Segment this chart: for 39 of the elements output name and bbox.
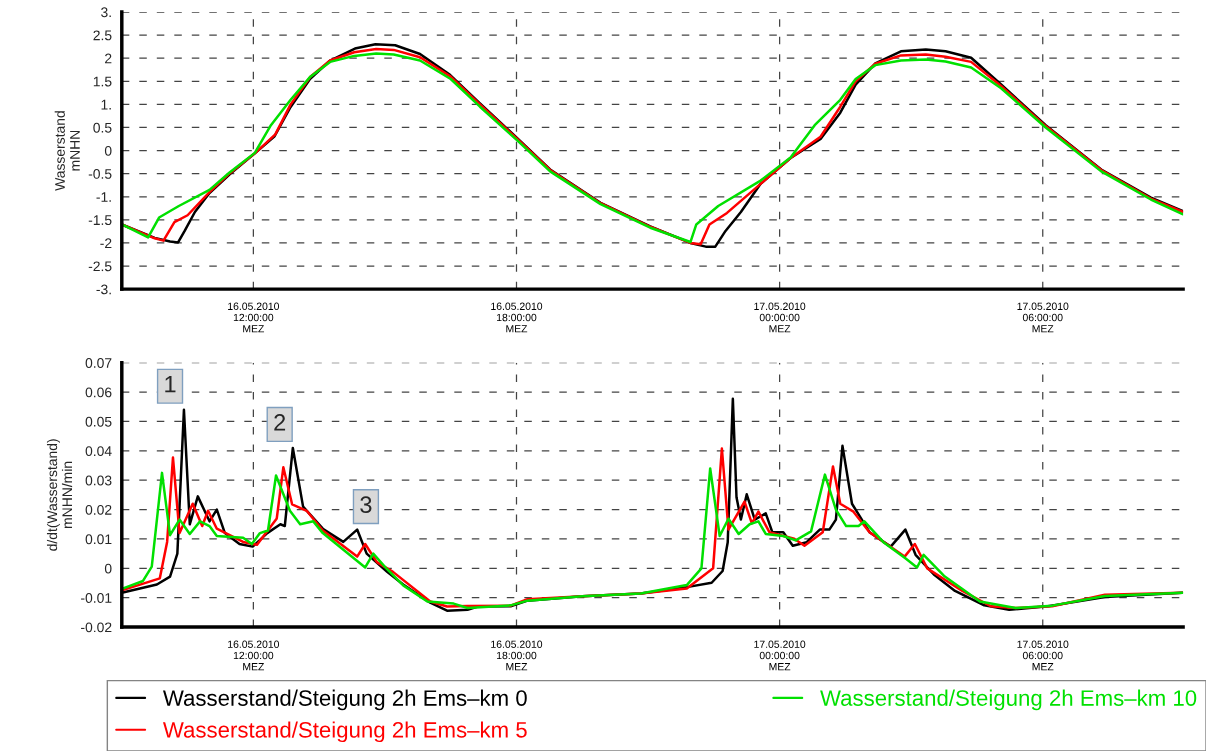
y-tick-label: 0.01 bbox=[85, 534, 112, 545]
x-tick-label: 17.05.2010 06:00:00 MEZ bbox=[1017, 640, 1069, 671]
y-tick-label: -0.5 bbox=[88, 169, 112, 179]
x-tick-label: 17.05.2010 06:00:00 MEZ bbox=[1017, 302, 1069, 333]
y-tick-label: -1.5 bbox=[88, 215, 112, 226]
y-tick-label: 1. bbox=[101, 99, 111, 110]
y-tick-label: 2 bbox=[105, 53, 112, 64]
x-tick-label: 17.05.2010 00:00:00 MEZ bbox=[754, 302, 806, 333]
y-tick-label: 0 bbox=[104, 145, 112, 156]
x-tick-label: 16.05.2010 18:00:00 MEZ bbox=[491, 302, 543, 333]
y-tick-label: 0.05 bbox=[85, 416, 112, 427]
y-tick-label: -0.01 bbox=[81, 593, 112, 603]
y-tick-label: 0.04 bbox=[85, 446, 112, 457]
x-tick-label: 16.05.2010 18:00:00 MEZ bbox=[491, 640, 543, 671]
y-tick-label: 2.5 bbox=[93, 30, 112, 41]
y-tick-label: 1.5 bbox=[93, 76, 112, 87]
annotation: 3 bbox=[360, 496, 372, 513]
y-tick-label: -1. bbox=[96, 192, 111, 202]
y-axis-title: d/dt(Wasserstand) mNHN/min bbox=[46, 439, 73, 551]
annotation: 1 bbox=[165, 376, 176, 393]
y-tick-label: 0.02 bbox=[85, 504, 112, 515]
y-tick-label: 0.06 bbox=[85, 387, 112, 398]
y-tick-label: -3. bbox=[96, 284, 111, 295]
y-tick-label: -2.5 bbox=[88, 261, 112, 272]
legend-label: Wasserstand/Steigung 2h Ems–km 0 bbox=[162, 689, 527, 711]
y-axis-title: Wasserstand mNHN bbox=[54, 111, 80, 191]
legend-label: Wasserstand/Steigung 2h Ems–km 10 bbox=[820, 689, 1197, 711]
y-tick-label: 0.5 bbox=[93, 122, 112, 133]
x-tick-label: 16.05.2010 12:00:00 MEZ bbox=[228, 302, 280, 333]
annotation: 2 bbox=[274, 414, 286, 431]
x-tick-label: 17.05.2010 00:00:00 MEZ bbox=[754, 640, 806, 671]
y-tick-label: -2 bbox=[100, 238, 112, 248]
y-tick-label: 0.03 bbox=[85, 475, 112, 486]
y-tick-label: -0.02 bbox=[81, 622, 112, 633]
legend-label: Wasserstand/Steigung 2h Ems–km 5 bbox=[162, 721, 527, 743]
y-tick-label: 3. bbox=[101, 7, 111, 18]
y-tick-label: 0.07 bbox=[85, 358, 112, 368]
x-tick-label: 16.05.2010 12:00:00 MEZ bbox=[228, 640, 280, 671]
y-tick-label: 0 bbox=[104, 563, 112, 574]
